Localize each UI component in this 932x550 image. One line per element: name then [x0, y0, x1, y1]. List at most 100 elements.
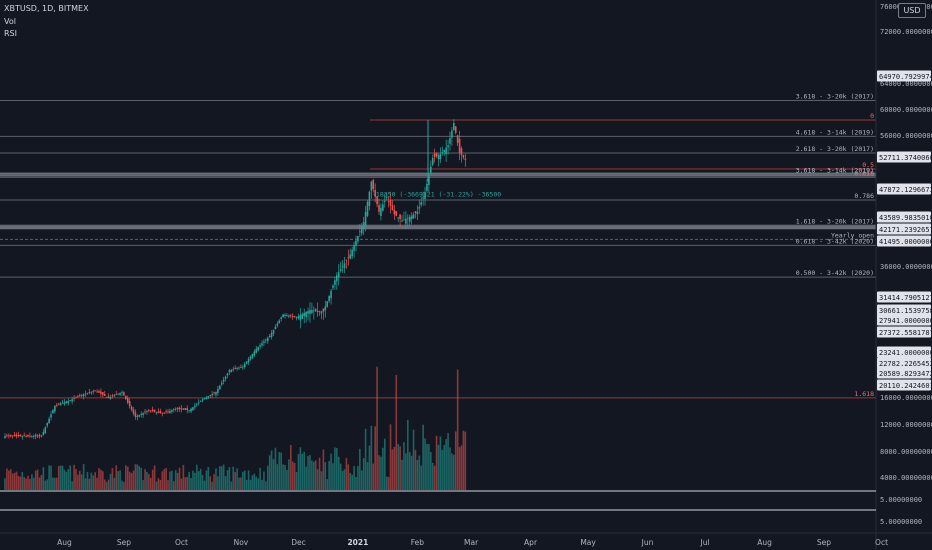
candle-body: [34, 434, 37, 437]
candle-body: [199, 400, 202, 402]
volume-bar: [337, 456, 340, 490]
time-tick-label: Aug: [757, 538, 772, 547]
price-badge-label: 43589.98350105: [879, 214, 932, 222]
volume-bar: [453, 454, 455, 490]
candle-body: [426, 183, 428, 191]
volume-bar: [380, 456, 382, 490]
volume-bar: [382, 447, 384, 490]
volume-bar: [215, 468, 217, 490]
candle-body: [364, 212, 367, 226]
volume-bar: [29, 479, 31, 490]
price-tick-label: 5.00000000: [880, 518, 922, 526]
volume-bar: [391, 449, 394, 490]
candle-body: [176, 407, 179, 409]
candle-body: [138, 414, 141, 417]
volume-bar: [54, 477, 56, 490]
candle-body: [385, 197, 388, 199]
volume-bar: [282, 464, 284, 490]
volume-bar: [161, 471, 164, 490]
candle-body: [399, 214, 401, 219]
rsi-indicator-label[interactable]: RSI: [4, 29, 17, 38]
candle-body: [17, 434, 20, 437]
fib-level-label: 0.618 - 3-42k (2020): [796, 237, 874, 245]
volume-bar: [405, 453, 407, 490]
fib-level-label: 2.618 - 3-20k (2017): [796, 145, 874, 153]
fib-level-label: 0.618: [854, 170, 874, 178]
candle-body: [230, 369, 233, 372]
volume-bar: [103, 479, 106, 490]
candle-body: [288, 315, 290, 317]
candle-body: [88, 392, 91, 393]
volume-bar: [226, 470, 229, 490]
volume-indicator-label[interactable]: Vol: [4, 17, 16, 26]
volume-bar: [38, 477, 41, 490]
candle-body: [449, 137, 451, 144]
currency-badge[interactable]: USD: [898, 3, 926, 18]
volume-bar: [165, 468, 167, 490]
time-axis[interactable]: Aug Sep Oct Nov Dec 2021 Feb Mar Apr May Jun Jul Aug…: [0, 532, 932, 547]
candle-body: [243, 364, 246, 368]
candle-body: [314, 309, 317, 311]
candle-body: [370, 181, 373, 191]
candle-body: [355, 240, 357, 246]
candle-body: [190, 408, 192, 412]
candle-body: [219, 385, 221, 390]
volume-bar: [27, 475, 29, 490]
candle-body: [113, 395, 116, 397]
candle-body: [447, 145, 449, 148]
volume-bar: [328, 461, 330, 490]
volume-bar: [222, 464, 225, 490]
price-badge-label: 42171.23926577: [879, 226, 932, 234]
volume-bar: [61, 465, 64, 490]
candle-body: [9, 435, 12, 437]
candle-body: [73, 397, 75, 399]
candle-body: [334, 280, 336, 285]
candle-body: [25, 436, 27, 437]
volume-bar: [153, 465, 156, 490]
time-tick-label: Apr: [524, 538, 538, 547]
volume-bar: [88, 478, 91, 490]
candle-body: [222, 379, 225, 382]
volume-bar: [197, 471, 200, 490]
volume-bar: [211, 481, 213, 490]
volume-bar: [313, 461, 315, 490]
volume-bar: [366, 462, 369, 490]
candle-body: [121, 392, 123, 393]
volume-bar: [420, 465, 423, 490]
volume-bar: [182, 464, 185, 490]
volume-bar: [307, 455, 309, 490]
symbol-title[interactable]: XBTUSD, 1D, BITMEX: [4, 4, 89, 13]
candle-body: [291, 316, 294, 317]
candle-body: [289, 315, 292, 317]
volume-bar: [243, 470, 246, 490]
candle-body: [297, 316, 300, 319]
candle-body: [90, 391, 93, 393]
candle-body: [42, 431, 45, 436]
volume-bar: [32, 477, 35, 490]
volume-bar: [245, 479, 248, 490]
candle-body: [103, 394, 106, 396]
price-badge-box: [877, 211, 931, 223]
candle-body: [274, 326, 277, 330]
candle-body: [253, 351, 256, 356]
candle-body: [282, 314, 284, 318]
volume-bar: [194, 472, 196, 490]
volume-bar: [77, 474, 79, 490]
volume-bar: [34, 470, 37, 490]
volume-bar: [301, 453, 304, 490]
volume-bar: [59, 465, 62, 490]
price-axis[interactable]: 76000.0000000072000.0000000064000.000000…: [875, 0, 932, 550]
volume-bar: [155, 481, 158, 490]
volume-bar: [55, 477, 58, 490]
candle-body: [357, 236, 359, 242]
candle-body: [29, 435, 31, 437]
price-tick-label: 64000.00000000: [880, 80, 932, 88]
price-tick-label: 56000.00000000: [880, 132, 932, 140]
candle-body: [194, 405, 196, 408]
volume-bar: [186, 477, 189, 490]
price-tick-label: 72000.00000000: [880, 28, 932, 36]
volume-bar: [205, 470, 208, 490]
time-tick-label: 2021: [347, 538, 368, 547]
candle-body: [123, 392, 125, 396]
